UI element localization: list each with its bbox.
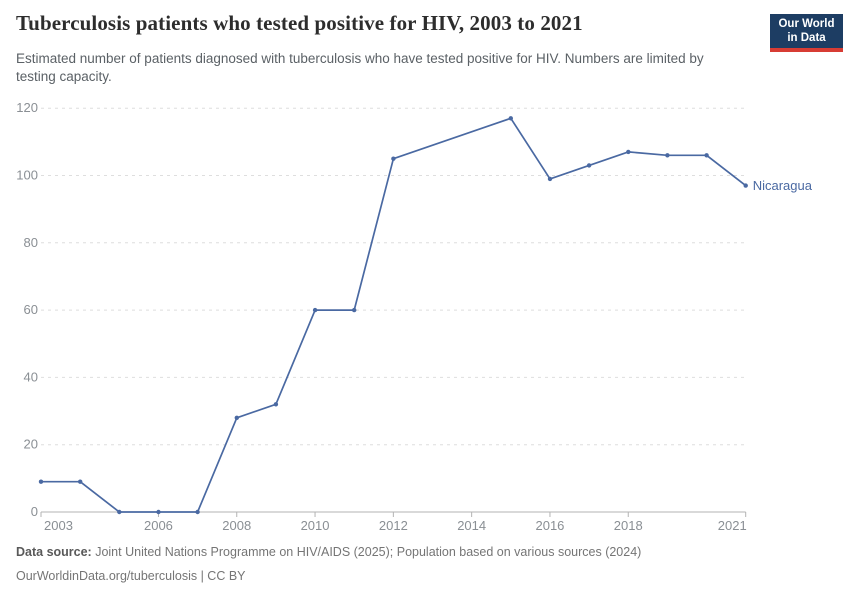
y-axis-label-40: 40 xyxy=(24,369,38,384)
x-axis-label-2008: 2008 xyxy=(222,518,251,533)
data-point-nicaragua-2012[interactable] xyxy=(391,156,396,161)
data-point-nicaragua-2018[interactable] xyxy=(626,149,631,155)
x-axis-label-2010: 2010 xyxy=(301,518,330,533)
owid-logo-line2: in Data xyxy=(787,31,826,44)
x-axis-label-2014: 2014 xyxy=(457,518,486,533)
footer-link[interactable]: OurWorldinData.org/tuberculosis | CC BY xyxy=(16,569,246,583)
page-title: Tuberculosis patients who tested positiv… xyxy=(16,11,583,35)
chart-footer: Data source: Joint United Nations Progra… xyxy=(16,545,641,593)
data-point-nicaragua-2010[interactable] xyxy=(312,307,318,313)
data-point-nicaragua-2008[interactable] xyxy=(234,415,239,420)
data-point-nicaragua-2006[interactable] xyxy=(156,509,161,515)
owid-logo-line1: Our World xyxy=(778,18,835,30)
y-axis-label-100: 100 xyxy=(16,168,38,183)
data-point-nicaragua-2021[interactable] xyxy=(743,183,748,188)
series-line-nicaragua[interactable] xyxy=(40,117,747,513)
data-point-nicaragua-2016[interactable] xyxy=(547,176,553,182)
y-axis-label-80: 80 xyxy=(24,235,38,250)
data-point-nicaragua-2003[interactable] xyxy=(38,479,44,484)
data-point-nicaragua-2011[interactable] xyxy=(352,307,357,313)
y-axis-label-120: 120 xyxy=(16,100,38,115)
y-axis-label-0: 0 xyxy=(31,504,38,519)
x-axis-label-2003: 2003 xyxy=(44,518,73,533)
x-axis-label-2016: 2016 xyxy=(535,518,564,533)
data-point-nicaragua-2009[interactable] xyxy=(273,402,279,407)
datasource-text: Joint United Nations Programme on HIV/AI… xyxy=(91,545,642,559)
y-axis-label-20: 20 xyxy=(24,437,38,452)
x-axis-label-2006: 2006 xyxy=(144,518,173,533)
data-point-nicaragua-2007[interactable] xyxy=(195,509,200,515)
data-point-nicaragua-2020[interactable] xyxy=(704,153,709,158)
data-point-nicaragua-2004[interactable] xyxy=(78,479,83,484)
data-point-nicaragua-2015[interactable] xyxy=(508,116,513,121)
owid-logo[interactable]: Our World in Data xyxy=(770,14,843,52)
x-axis-label-2018: 2018 xyxy=(614,518,643,533)
data-point-nicaragua-2005[interactable] xyxy=(117,509,122,515)
y-axis-label-60: 60 xyxy=(24,302,38,317)
datasource-line: Data source: Joint United Nations Progra… xyxy=(16,545,641,560)
chart-subtitle: Estimated number of patients diagnosed w… xyxy=(16,51,704,84)
datasource-label: Data source: xyxy=(16,545,92,559)
x-axis-label-2021: 2021 xyxy=(718,518,747,533)
x-axis-label-2012: 2012 xyxy=(379,518,408,533)
data-point-nicaragua-2017[interactable] xyxy=(586,163,592,168)
license-line: OurWorldinData.org/tuberculosis | CC BY xyxy=(16,569,641,584)
series-label-nicaragua[interactable]: Nicaragua xyxy=(753,178,813,193)
data-point-nicaragua-2019[interactable] xyxy=(665,153,670,158)
